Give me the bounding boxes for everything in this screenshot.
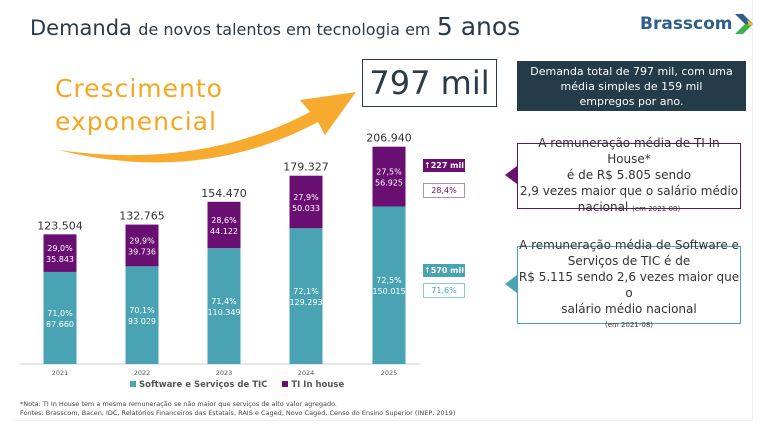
legend-swatch-software bbox=[130, 381, 136, 387]
headline-line-1: Crescimento bbox=[55, 74, 223, 103]
callout-line: salário médio nacional bbox=[561, 302, 697, 316]
x-tick-label: 2021 bbox=[52, 369, 69, 377]
legend-label-inhouse: TI In house bbox=[291, 380, 345, 390]
bar-inhouse-2024 bbox=[289, 175, 323, 229]
callout-line: Serviços de TIC é de bbox=[567, 254, 691, 268]
x-tick-label: 2024 bbox=[298, 369, 315, 377]
bar-total-label: 154.470 bbox=[201, 187, 247, 200]
bar-value-label: 110.349 bbox=[207, 308, 240, 317]
headline-line-2: exponencial bbox=[55, 107, 217, 136]
summary-line: empregos por ano. bbox=[579, 94, 684, 108]
callout-line: nacional bbox=[577, 200, 629, 214]
stacked-bar-chart: 71,0% 87.660 29,0% 35.843 123.504 2021 70,1% 93… bbox=[20, 132, 420, 377]
chart-legend: Software e Serviços de TIC TI In house bbox=[130, 380, 344, 390]
bar-value-label: 87.660 bbox=[46, 320, 74, 329]
bar-pct-label: 27,5% bbox=[376, 168, 402, 177]
bar-inhouse-2021 bbox=[43, 234, 77, 272]
bar-value-label: 150.015 bbox=[372, 287, 405, 296]
bar-software-2025 bbox=[372, 206, 406, 364]
callout-line: 2,9 vezes maior que o salário médio bbox=[519, 184, 739, 198]
callout-line: é de R$ 5.805 sendo bbox=[566, 168, 692, 182]
bar-pct-label: 71,4% bbox=[211, 297, 237, 306]
bar-pct-label: 71,0% bbox=[47, 309, 73, 318]
bar-pct-label: 29,0% bbox=[47, 244, 73, 253]
bar-pct-label: 72,5% bbox=[376, 276, 402, 285]
bar-pct-label: 72,1% bbox=[293, 287, 319, 296]
callout-note: (em 2021-08) bbox=[604, 321, 654, 329]
bar-software-2024 bbox=[289, 228, 323, 364]
bar-total-label: 132.765 bbox=[119, 210, 165, 223]
bar-total-label: 123.504 bbox=[37, 219, 83, 232]
brasscom-logo: Brasscom bbox=[640, 12, 755, 36]
software-share-box: 71,6% bbox=[423, 283, 465, 298]
callout-pointer-icon bbox=[505, 166, 517, 184]
bar-total-label: 179.327 bbox=[283, 161, 329, 174]
bar-pct-label: 29,9% bbox=[129, 236, 155, 245]
bar-value-label: 93.029 bbox=[128, 317, 156, 326]
total-demand-box: 797 mil bbox=[362, 59, 497, 107]
summary-line: Demanda total de 797 mil, com uma bbox=[530, 64, 733, 78]
bar-inhouse-2022 bbox=[125, 224, 159, 267]
bar-software-2022 bbox=[125, 266, 159, 364]
bar-value-label: 50.033 bbox=[292, 204, 320, 213]
bar-value-label: 56.925 bbox=[375, 179, 403, 188]
x-tick-label: 2023 bbox=[216, 369, 233, 377]
callout-line: A remuneração média de TI In House* bbox=[538, 136, 720, 166]
legend-swatch-inhouse bbox=[282, 381, 289, 387]
headline: Crescimento exponencial bbox=[55, 72, 223, 138]
title-part-2: de novos talentos em tecnologia em bbox=[138, 20, 431, 39]
bar-pct-label: 70,1% bbox=[129, 306, 155, 315]
bar-value-label: 44.122 bbox=[210, 227, 238, 236]
summary-box: Demanda total de 797 mil, com uma média s… bbox=[517, 61, 746, 111]
page-title: Demanda de novos talentos em tecnologia … bbox=[30, 12, 520, 41]
legend-label-software: Software e Serviços de TIC bbox=[139, 380, 268, 390]
callout-line: A remuneração média de Software e bbox=[519, 238, 739, 252]
callout-line: R$ 5.115 sendo 2,6 vezes maior que o bbox=[518, 270, 740, 300]
callout-note: (em 2021-08) bbox=[632, 205, 681, 213]
inhouse-share-box: 28,4% bbox=[423, 183, 465, 198]
software-growth-tag: ↑570 mil bbox=[423, 264, 465, 277]
x-tick-label: 2025 bbox=[381, 369, 398, 377]
footer-notes: *Nota: TI In House tem a mesma remuneraç… bbox=[20, 400, 455, 418]
x-tick-label: 2022 bbox=[134, 369, 151, 377]
bar-inhouse-2025 bbox=[372, 146, 406, 207]
logo-text: Brasscom bbox=[640, 14, 733, 34]
bar-total-label: 206.940 bbox=[366, 132, 412, 145]
inhouse-callout: A remuneração média de TI In House* é de… bbox=[517, 136, 741, 214]
bar-software-2023 bbox=[207, 248, 241, 364]
logo-chevron-icon bbox=[734, 14, 753, 34]
footer-note: *Nota: TI In House tem a mesma remuneraç… bbox=[20, 400, 337, 408]
bar-software-2021 bbox=[43, 271, 77, 364]
inhouse-growth-tag: ↑227 mil bbox=[423, 159, 465, 172]
title-part-3: 5 anos bbox=[436, 12, 521, 41]
bar-value-label: 129.293 bbox=[289, 298, 322, 307]
title-part-1: Demanda bbox=[30, 16, 132, 40]
bar-value-label: 35.843 bbox=[46, 255, 74, 264]
footer-sources: Fontes: Brasscom, Bacen, IDC, Relatórios… bbox=[20, 409, 456, 417]
bar-pct-label: 27,9% bbox=[293, 193, 319, 202]
summary-line: média simples de 159 mil bbox=[560, 79, 703, 93]
bar-inhouse-2023 bbox=[207, 201, 241, 249]
bar-pct-label: 28,6% bbox=[211, 216, 237, 225]
bar-value-label: 39.736 bbox=[128, 247, 156, 256]
callout-pointer-icon bbox=[505, 275, 517, 293]
software-callout: A remuneração média de Software e Serviç… bbox=[517, 238, 741, 329]
